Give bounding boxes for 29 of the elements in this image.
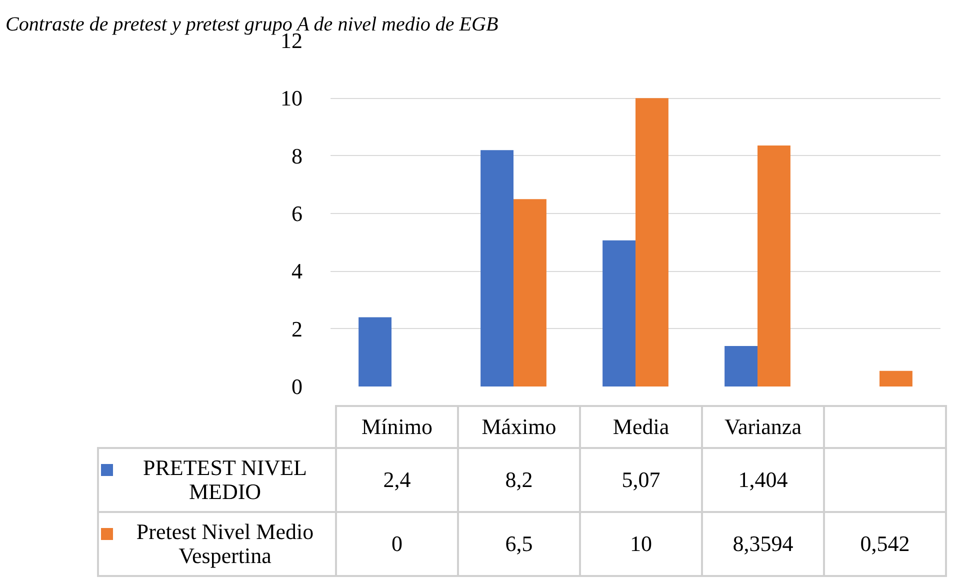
bar	[358, 317, 392, 386]
data-label: 6,5	[458, 512, 580, 576]
y-tick-label: 2	[292, 316, 302, 342]
data-label: 8,2	[458, 448, 580, 512]
bar	[758, 145, 790, 386]
data-label: 0	[336, 512, 458, 576]
legend-label: Pretest Nivel Medio Vespertina	[135, 518, 315, 568]
legend-label: PRETEST NIVEL MEDIO	[142, 454, 308, 504]
y-tick-label: 4	[292, 258, 302, 284]
y-tick-label: 10	[280, 86, 302, 111]
bar	[636, 98, 668, 386]
y-tick-label: 8	[292, 143, 302, 168]
bar	[514, 199, 546, 386]
data-label: 10	[580, 512, 702, 576]
y-tick-label: 6	[292, 201, 302, 226]
bar	[602, 240, 636, 386]
bar	[880, 370, 912, 386]
data-label: 2,4	[336, 448, 458, 512]
x-tick-label: Varianza	[702, 406, 824, 448]
x-tick-label: Máximo	[458, 406, 580, 448]
data-label: 0,542	[824, 512, 946, 576]
data-label: 1,404	[702, 448, 824, 512]
data-label: 8,3594	[702, 512, 824, 576]
bar	[480, 150, 514, 386]
x-tick-label: Mínimo	[336, 406, 458, 448]
bar	[724, 346, 758, 386]
x-tick-label: Media	[580, 406, 702, 448]
y-tick-label: 0	[292, 374, 302, 399]
data-label: 5,07	[580, 448, 702, 512]
